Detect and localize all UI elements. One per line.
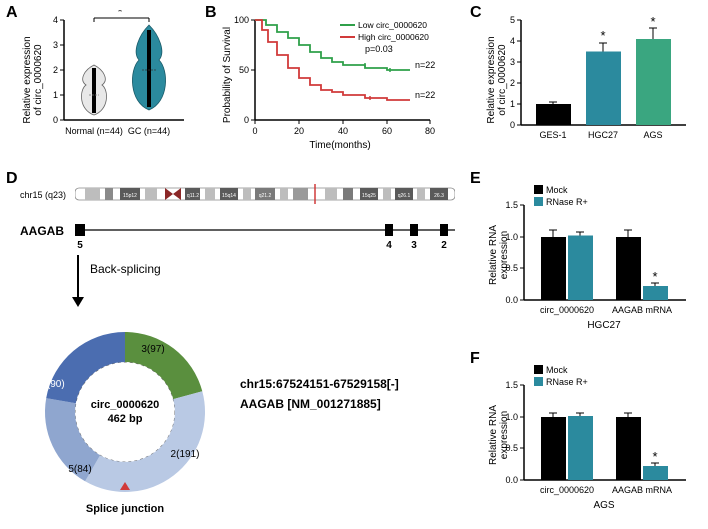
svg-text:circ_0000620: circ_0000620 bbox=[540, 305, 594, 315]
svg-text:GES-1: GES-1 bbox=[539, 130, 566, 140]
svg-text:4: 4 bbox=[510, 36, 515, 46]
svg-text:20: 20 bbox=[294, 126, 304, 136]
legend-high: High circ_0000620 bbox=[358, 32, 429, 42]
panel-a-cat2: GC (n=44) bbox=[128, 126, 170, 136]
svg-text:1: 1 bbox=[53, 90, 58, 100]
svg-text:Mock: Mock bbox=[546, 185, 568, 195]
panel-f-chart: 0.0 0.5 1.0 1.5 Mock RNase R+ * circ_000… bbox=[486, 360, 701, 525]
svg-text:4: 4 bbox=[386, 240, 392, 251]
panel-b-xlabel: Time(months) bbox=[309, 140, 370, 151]
panel-d-diagram: chr15 (q23) 15p12 q11.2 15q14 q21.2 15q2… bbox=[20, 182, 460, 522]
panel-b-label: B bbox=[205, 4, 217, 22]
svg-text:3: 3 bbox=[411, 240, 417, 251]
svg-text:50: 50 bbox=[239, 65, 249, 75]
svg-text:4: 4 bbox=[53, 15, 58, 25]
svg-text:HGC27: HGC27 bbox=[587, 320, 621, 331]
svg-text:q11.2: q11.2 bbox=[187, 193, 199, 199]
svg-text:2: 2 bbox=[510, 78, 515, 88]
back-splice-label: Back-splicing bbox=[90, 262, 161, 276]
panel-a-cat1: Normal (n=44) bbox=[65, 126, 123, 136]
svg-text:RNase R+: RNase R+ bbox=[546, 197, 588, 207]
chrom-label: chr15 (q23) bbox=[20, 190, 66, 200]
svg-text:3: 3 bbox=[510, 57, 515, 67]
panel-c-chart: 0 1 2 3 4 5 * * GES-1 HGC27 AGS bbox=[486, 10, 701, 160]
legend-low: Low circ_0000620 bbox=[358, 20, 427, 30]
panel-b-ylabel: Probability of Survival bbox=[222, 20, 233, 130]
svg-text:3: 3 bbox=[53, 40, 58, 50]
panel-e-label: E bbox=[470, 170, 481, 188]
panel-f-label: F bbox=[470, 350, 480, 368]
svg-text:2: 2 bbox=[53, 65, 58, 75]
svg-text:*: * bbox=[117, 10, 122, 19]
panel-d-label: D bbox=[6, 170, 18, 188]
svg-text:15q25: 15q25 bbox=[362, 193, 376, 199]
svg-text:3(97): 3(97) bbox=[141, 344, 164, 355]
svg-text:4(90): 4(90) bbox=[41, 379, 64, 390]
refseq-text: AAGAB [NM_001271885] bbox=[240, 397, 381, 411]
svg-text:q21.2: q21.2 bbox=[259, 193, 272, 199]
n-low: n=22 bbox=[415, 60, 435, 70]
svg-text:circ_0000620: circ_0000620 bbox=[91, 399, 160, 411]
svg-text:*: * bbox=[652, 449, 657, 464]
panel-a-ylabel: Relative expression of circ_0000620 bbox=[22, 20, 44, 140]
panel-c-label: C bbox=[470, 4, 482, 22]
svg-text:AGS: AGS bbox=[593, 500, 614, 511]
svg-text:RNase R+: RNase R+ bbox=[546, 377, 588, 387]
svg-text:*: * bbox=[650, 14, 655, 29]
svg-text:HGC27: HGC27 bbox=[588, 130, 618, 140]
svg-text:AGS: AGS bbox=[643, 130, 662, 140]
panel-e-chart: 0.0 0.5 1.0 1.5 Mock RNase R+ * circ_000… bbox=[486, 180, 701, 345]
svg-text:60: 60 bbox=[382, 126, 392, 136]
svg-text:AAGAB mRNA: AAGAB mRNA bbox=[612, 305, 672, 315]
p-value: p=0.03 bbox=[365, 44, 393, 54]
svg-text:2: 2 bbox=[441, 240, 447, 251]
svg-text:*: * bbox=[600, 28, 605, 43]
panel-b-chart: 0 50 100 0 20 40 60 80 Low circ_0000620 … bbox=[220, 10, 450, 160]
svg-text:15p12: 15p12 bbox=[123, 193, 137, 199]
svg-text:Mock: Mock bbox=[546, 365, 568, 375]
svg-text:5: 5 bbox=[510, 15, 515, 25]
panel-c-ylabel: Relative expression of circ_0000620 bbox=[486, 20, 508, 140]
svg-text:15q14: 15q14 bbox=[222, 193, 236, 199]
svg-text:5(84): 5(84) bbox=[68, 464, 91, 475]
panel-f-ylabel: Relative RNA expression bbox=[488, 380, 510, 490]
svg-text:80: 80 bbox=[425, 126, 435, 136]
svg-text:40: 40 bbox=[338, 126, 348, 136]
svg-text:0: 0 bbox=[252, 126, 257, 136]
svg-text:5: 5 bbox=[77, 240, 83, 251]
svg-text:circ_0000620: circ_0000620 bbox=[540, 485, 594, 495]
svg-text:AAGAB mRNA: AAGAB mRNA bbox=[612, 485, 672, 495]
svg-text:Splice junction: Splice junction bbox=[86, 503, 165, 515]
svg-text:q26.1: q26.1 bbox=[398, 193, 411, 199]
svg-text:26.3: 26.3 bbox=[434, 193, 444, 199]
svg-text:0: 0 bbox=[53, 115, 58, 125]
n-high: n=22 bbox=[415, 90, 435, 100]
svg-text:0: 0 bbox=[244, 115, 249, 125]
svg-text:462 bp: 462 bp bbox=[108, 413, 143, 425]
svg-text:100: 100 bbox=[234, 15, 249, 25]
svg-text:*: * bbox=[652, 269, 657, 284]
svg-text:0: 0 bbox=[510, 120, 515, 130]
svg-text:2(191): 2(191) bbox=[171, 449, 200, 460]
panel-a-label: A bbox=[6, 4, 18, 22]
panel-a-chart: 0 1 2 3 4 * Normal (n=44) GC (n=44) bbox=[24, 10, 194, 150]
svg-text:1: 1 bbox=[510, 99, 515, 109]
coord-text: chr15:67524151-67529158[-] bbox=[240, 377, 399, 391]
panel-e-ylabel: Relative RNA expression bbox=[488, 200, 510, 310]
gene-label: AAGAB bbox=[20, 224, 64, 238]
